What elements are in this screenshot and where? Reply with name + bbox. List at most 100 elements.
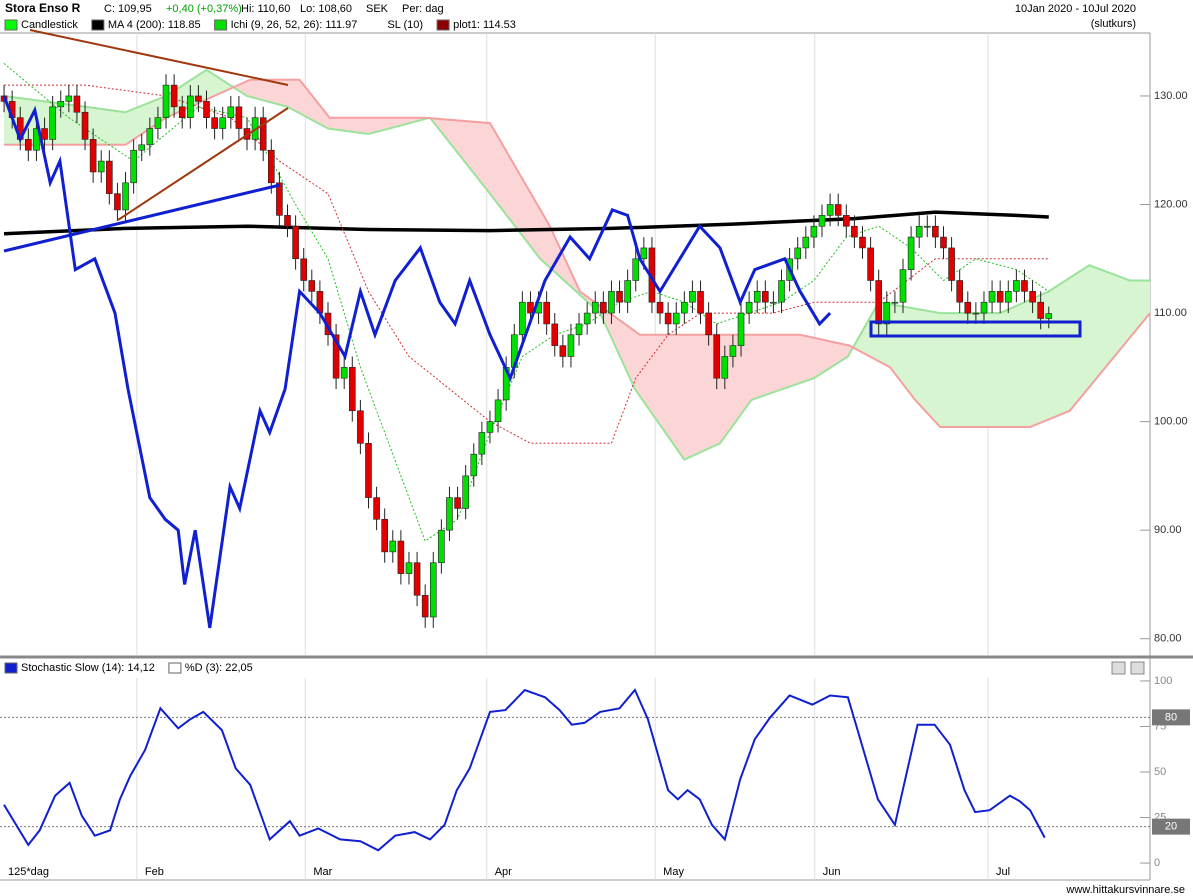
overlay-line <box>2 95 832 629</box>
candle-body <box>1045 313 1053 319</box>
candle-body <box>608 291 615 314</box>
y-tick-label: 120.00 <box>1154 198 1188 210</box>
trend-line <box>117 107 289 221</box>
highlight-box <box>869 320 1082 338</box>
candle-body <box>753 291 761 303</box>
candle-body <box>1037 301 1044 319</box>
stochastic-line <box>3 688 1046 852</box>
candle-body <box>494 399 502 422</box>
candle-body <box>851 225 858 238</box>
candle-body <box>770 301 777 304</box>
candle-body <box>65 95 73 102</box>
candle-body <box>130 149 137 184</box>
candle-body <box>49 106 56 140</box>
legend-swatch <box>91 19 105 31</box>
level-badge <box>1152 709 1190 726</box>
mode: (slutkurs) <box>1091 18 1136 30</box>
candle-body <box>527 301 534 314</box>
candle-body <box>697 291 704 314</box>
legend-label: SL (10) <box>387 19 423 31</box>
currency: SEK <box>366 3 389 15</box>
candle-body <box>300 258 307 281</box>
candle-body <box>170 84 178 108</box>
candle-body <box>705 312 712 336</box>
candle-body <box>187 95 194 118</box>
candle-body <box>446 497 453 531</box>
overlay-line <box>3 210 1049 236</box>
legend-label: Ichi (9, 26, 52, 26): 111.97 <box>231 19 358 31</box>
candle-body <box>405 562 413 574</box>
candle-body <box>713 334 721 379</box>
candle-body <box>33 128 40 151</box>
candle-body <box>956 280 963 303</box>
candle-body <box>114 193 121 211</box>
candle-body <box>964 301 972 314</box>
legend-label: Stochastic Slow (14): 14,12 <box>21 662 155 674</box>
candle-body <box>122 182 129 211</box>
candle-body <box>859 236 866 249</box>
x-tick-label: Mar <box>313 866 332 878</box>
candle-body <box>1013 280 1020 292</box>
level-badge <box>1152 818 1190 835</box>
candle-body <box>470 453 478 477</box>
candle-body <box>97 160 105 173</box>
candle-body <box>203 101 210 118</box>
candle-body <box>340 367 348 379</box>
x-tick-label: Apr <box>495 866 512 878</box>
x-tick-label: Feb <box>145 866 164 878</box>
candle-body <box>25 139 32 151</box>
level-label: 80 <box>1165 711 1177 723</box>
candle-body <box>883 301 891 325</box>
y-tick-label: 50 <box>1154 766 1166 778</box>
candle-body <box>195 95 202 102</box>
candle-body <box>843 215 850 227</box>
candle-body <box>1004 291 1012 303</box>
candle-body <box>348 367 356 412</box>
y-tick-label: 110.00 <box>1154 307 1187 319</box>
candle-body <box>81 111 89 140</box>
y-tick-label: 100 <box>1154 675 1172 687</box>
candle-body <box>284 215 291 227</box>
y-tick-label: 90.00 <box>1154 524 1182 536</box>
candle-body <box>178 106 186 118</box>
candle-body <box>381 519 388 553</box>
candle-body <box>624 280 631 303</box>
settings-icon[interactable] <box>1111 661 1126 675</box>
candle-body <box>235 106 243 129</box>
candle-body <box>616 291 623 303</box>
cloud-edge <box>4 78 1151 428</box>
x-tick-label: 125*dag <box>8 866 49 878</box>
candle-body <box>640 247 648 260</box>
legend-label: Candlestick <box>21 19 78 31</box>
candle-body <box>672 312 680 325</box>
close-icon[interactable] <box>1130 661 1145 675</box>
x-tick-label: Jul <box>996 866 1010 878</box>
candle-body <box>1021 280 1028 292</box>
low: Lo: 108,60 <box>300 3 352 15</box>
candle-body <box>421 594 429 618</box>
candle-body <box>219 117 227 129</box>
candle-body <box>146 128 154 146</box>
candle-body <box>551 323 559 346</box>
high: Hi: 110,60 <box>241 3 290 15</box>
candle-body <box>211 117 218 129</box>
candle-body <box>891 301 899 304</box>
period: Per: dag <box>402 3 444 15</box>
candle-body <box>259 117 267 151</box>
candle-body <box>729 345 737 357</box>
footer-site: www.hittakursvinnare.se <box>1065 884 1185 896</box>
candle-body <box>826 204 834 216</box>
candle-body <box>575 323 583 336</box>
candle-body <box>940 236 947 249</box>
range: 10Jan 2020 - 10Jul 2020 <box>1015 3 1136 15</box>
trend-line <box>3 183 281 253</box>
candle-body <box>778 280 785 303</box>
legend-label: %D (3): 22,05 <box>185 662 253 674</box>
candle-body <box>486 421 494 433</box>
candle-body <box>875 280 882 325</box>
candle-body <box>664 312 672 325</box>
title: Stora Enso R <box>5 1 81 15</box>
candle-body <box>810 225 818 238</box>
cloud-up <box>4 69 1150 460</box>
